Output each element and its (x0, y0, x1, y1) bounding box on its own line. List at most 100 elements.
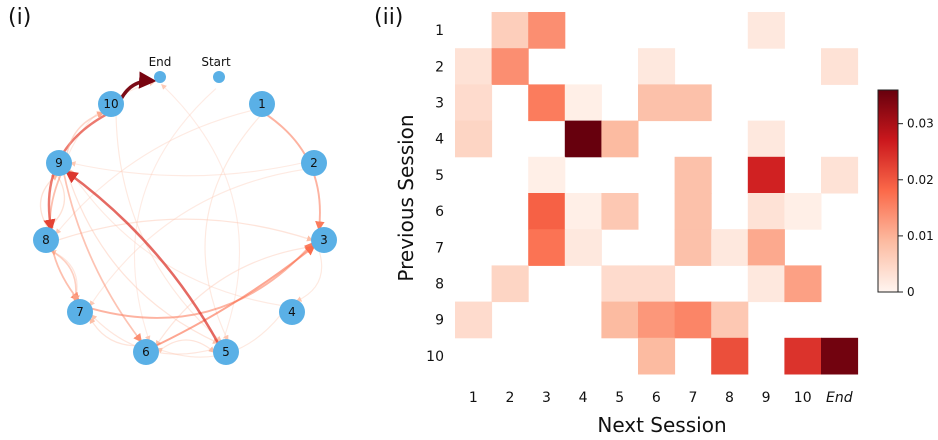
node-3 (311, 227, 337, 253)
y-tick-label: 9 (435, 313, 444, 329)
x-tick-label: 7 (688, 390, 697, 406)
end-node-label: End (149, 55, 172, 69)
node-label: 2 (310, 156, 318, 170)
heatmap-cell (674, 193, 712, 230)
heatmap-cell (455, 84, 493, 122)
heatmap-cell (455, 120, 493, 158)
y-tick-label: 1 (435, 23, 444, 39)
x-tick-label: 2 (505, 390, 514, 406)
heatmap-cell (821, 337, 859, 375)
node-label: 4 (288, 305, 296, 319)
x-tick-label: 8 (725, 390, 734, 406)
node-label: 5 (222, 345, 230, 359)
start-node-label: Start (201, 55, 231, 69)
colorbar-tick-label: 0.01 (907, 229, 934, 243)
panel-label-left: (i) (8, 5, 31, 30)
heatmap-cell (528, 12, 566, 49)
x-tick-label: 1 (469, 390, 478, 406)
heatmap-cell (491, 48, 529, 85)
heatmap-cell (564, 229, 602, 266)
network-nodes: 1 2 3 4 5 6 7 8 9 10 (33, 71, 337, 365)
heatmap-cell (528, 229, 566, 266)
node-7 (67, 299, 93, 325)
node-1 (249, 91, 275, 117)
x-tick-label: 9 (762, 390, 771, 406)
transition-edge (50, 250, 80, 303)
heatmap-cell (638, 48, 676, 85)
node-label: 6 (142, 345, 150, 359)
heatmap-cell (491, 12, 529, 49)
y-tick-label: 10 (426, 349, 444, 365)
node-5 (213, 339, 239, 365)
heatmap-cells (455, 12, 859, 375)
heatmap-cell (821, 156, 859, 194)
y-tick-labels: 1 2 3 4 5 6 7 8 9 10 (426, 23, 444, 365)
colorbar-tick-label: 0.02 (907, 173, 934, 187)
y-tick-label: 5 (435, 168, 444, 184)
node-4 (279, 299, 305, 325)
heatmap-cell (528, 193, 566, 230)
transition-edge (157, 339, 215, 353)
node-6 (133, 339, 159, 365)
y-tick-label: 3 (435, 96, 444, 112)
heatmap-cell (564, 193, 602, 230)
node-label: 10 (103, 97, 118, 111)
heatmap-cell (638, 301, 676, 339)
node-8 (33, 227, 59, 253)
node-2 (301, 150, 327, 176)
heatmap-cell (711, 301, 749, 339)
heatmap-cell (455, 301, 493, 339)
transition-edge (63, 173, 143, 343)
colorbar: 0 0.01 0.02 0.03 (877, 89, 934, 299)
transition-edge (55, 109, 252, 235)
heatmap-cell (821, 48, 859, 85)
node-label: 3 (320, 233, 328, 247)
x-tick-label: 10 (794, 390, 812, 406)
transition-edge (68, 168, 282, 307)
colorbar-ticks: 0 0.01 0.02 0.03 (898, 117, 934, 299)
transition-edge (155, 245, 314, 347)
colorbar-tick-label: 0.03 (907, 117, 934, 131)
heatmap-cell (747, 120, 785, 158)
heatmap-cell (491, 265, 529, 303)
y-axis-label: Previous Session (394, 114, 418, 281)
node-label: 7 (76, 305, 84, 319)
transition-edge (133, 88, 217, 342)
transition-edge (89, 317, 136, 347)
transition-edge (161, 84, 240, 341)
heatmap-cell (784, 337, 822, 375)
x-tick-label: 5 (615, 390, 624, 406)
transition-network: 1 2 3 4 5 6 7 8 9 10 End Start (33, 55, 337, 365)
transition-edge (66, 111, 105, 155)
heatmap-cell (601, 301, 639, 339)
transition-edge (89, 168, 304, 307)
node-label: 1 (258, 97, 266, 111)
heatmap-cell (711, 229, 749, 266)
heatmap-cell (674, 301, 712, 339)
heatmap-cell (674, 229, 712, 266)
heatmap-cell (564, 84, 602, 122)
heatmap-cell (784, 193, 822, 230)
node-9 (46, 150, 72, 176)
transition-edge (57, 218, 314, 242)
heatmap-cell (528, 156, 566, 194)
heatmap-cell (638, 265, 676, 303)
x-tick-label: 6 (652, 390, 661, 406)
x-tick-label: 4 (579, 390, 588, 406)
heatmap-cell (564, 120, 602, 158)
node-start (213, 71, 225, 83)
heatmap-cell (747, 265, 785, 303)
transition-edge (69, 161, 303, 177)
transition-edge (119, 71, 157, 100)
heatmap-cell (747, 193, 785, 230)
y-tick-label: 8 (435, 277, 444, 293)
y-tick-label: 7 (435, 240, 444, 256)
transition-edge (295, 250, 323, 302)
node-label: 8 (42, 233, 50, 247)
heatmap-cell (455, 48, 493, 85)
x-axis-label: Next Session (597, 413, 726, 437)
panel-label-right: (ii) (374, 5, 403, 30)
colorbar-gradient (877, 89, 899, 293)
x-tick-label: End (826, 390, 853, 406)
